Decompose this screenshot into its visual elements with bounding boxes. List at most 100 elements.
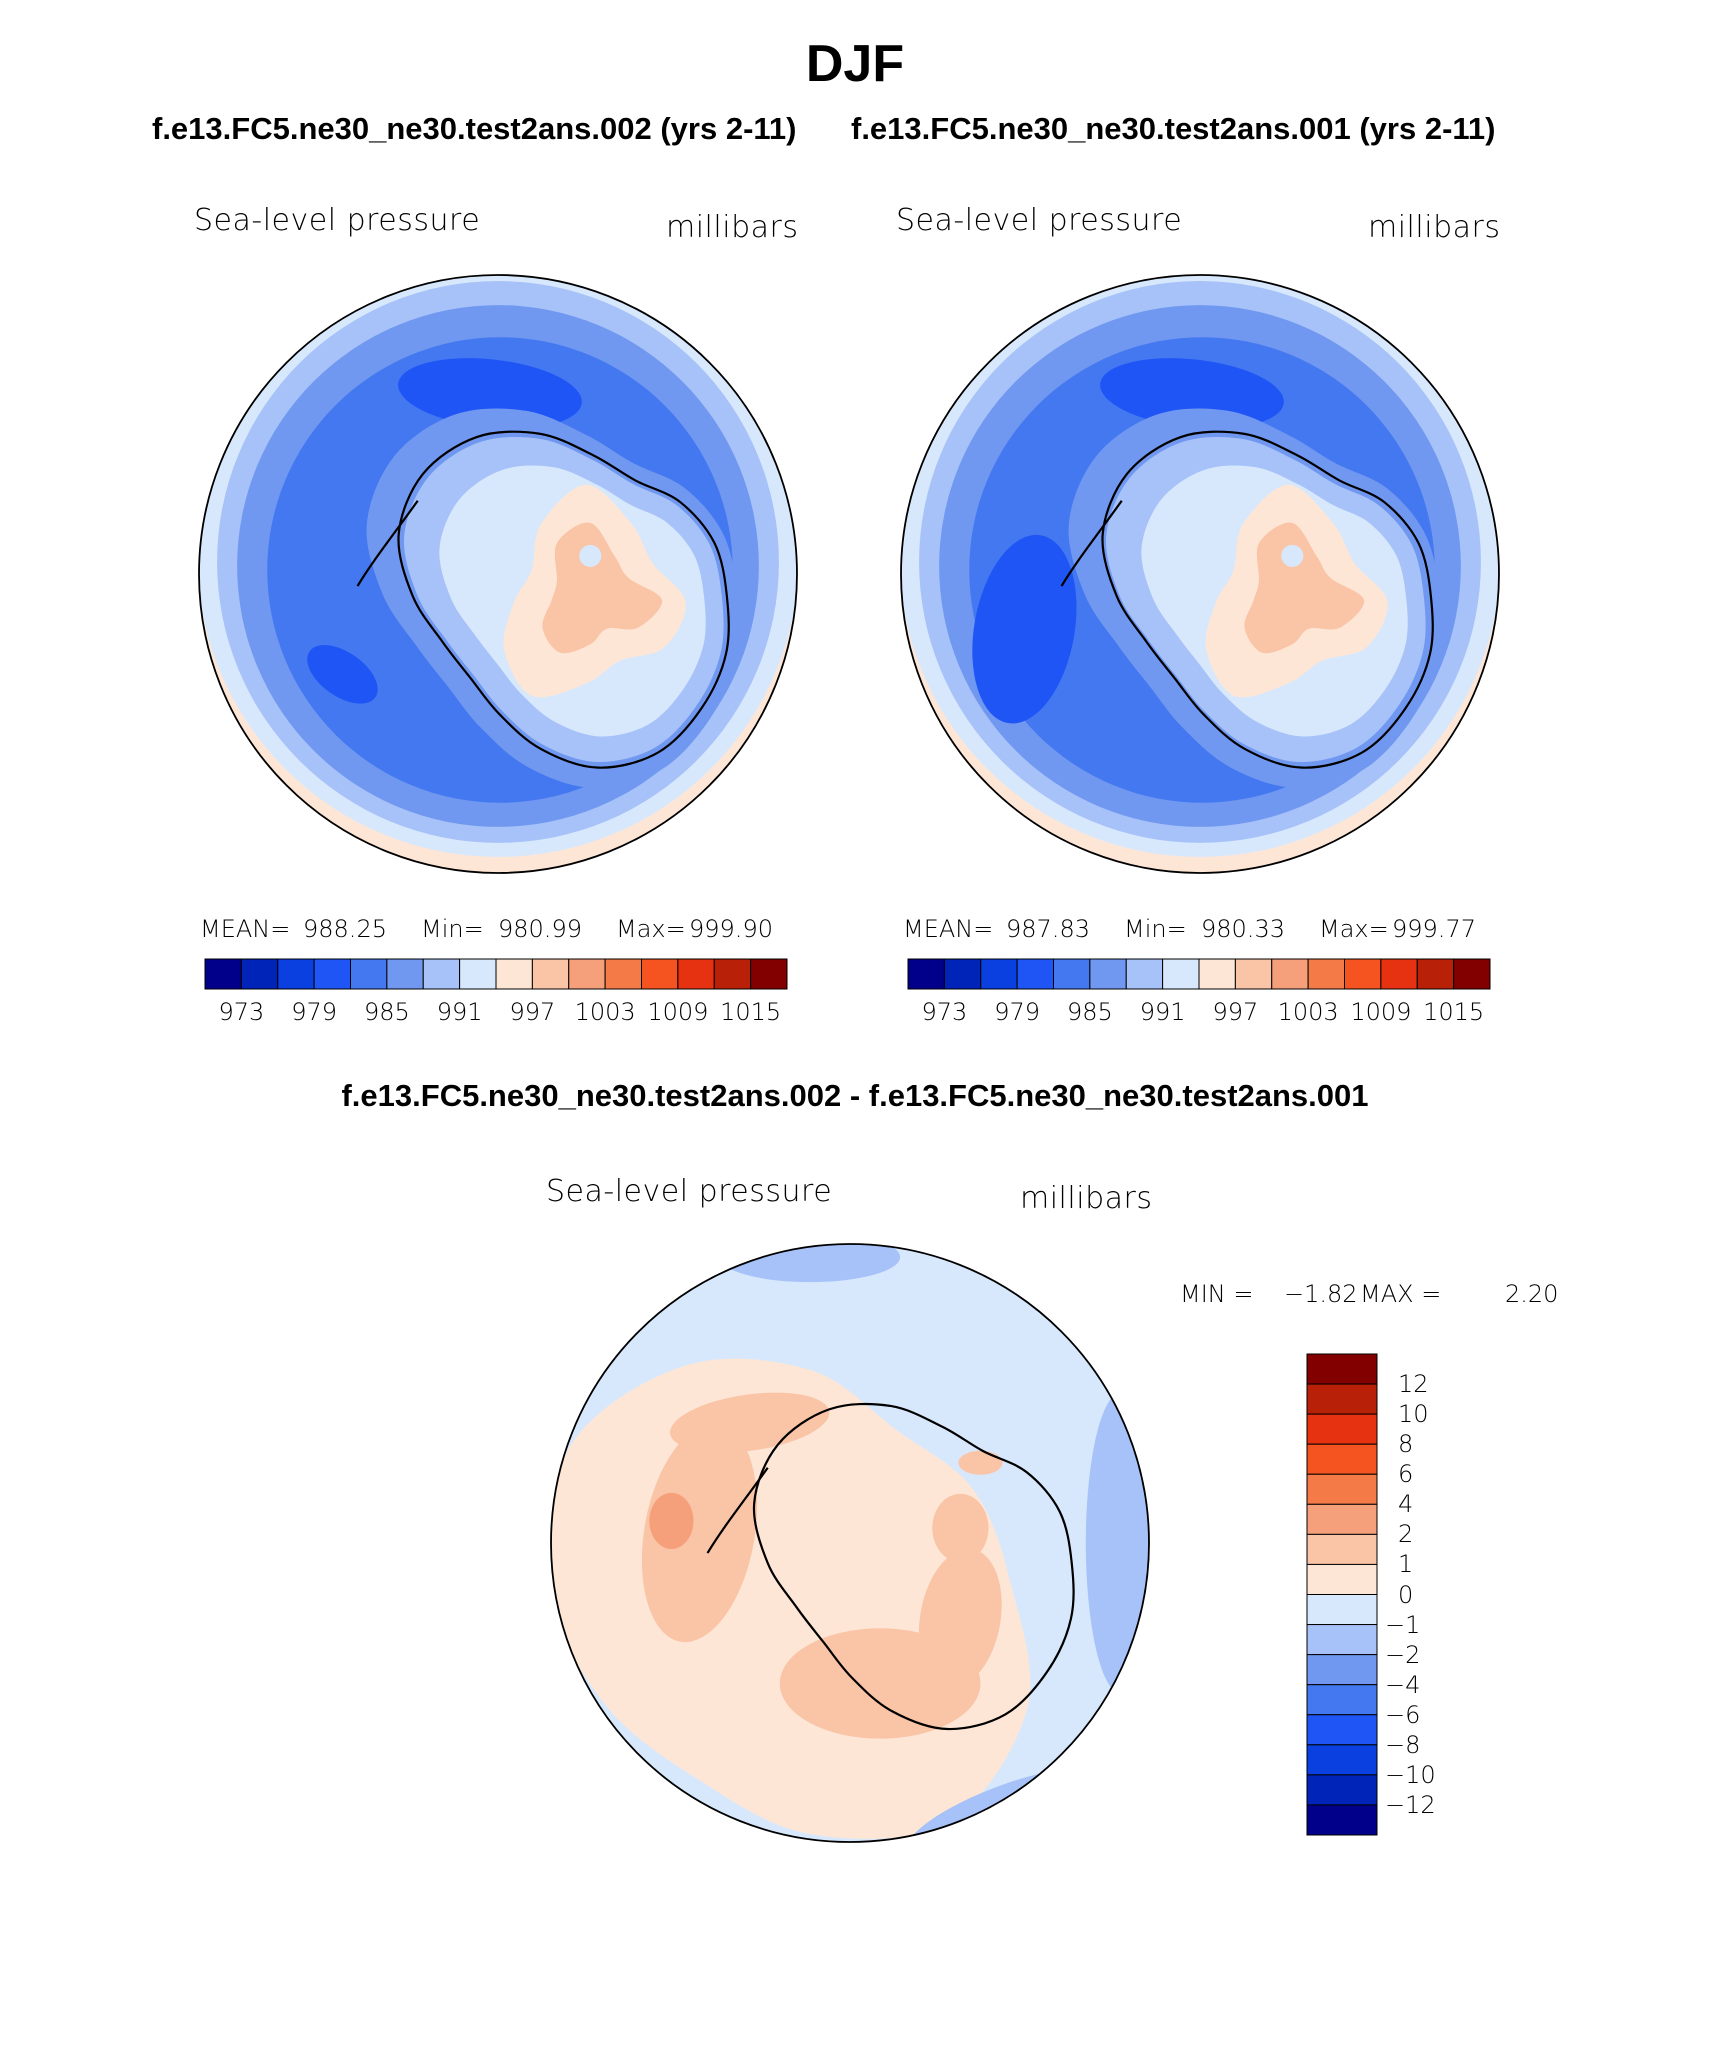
colorbar2-tick-label: 12 bbox=[1398, 1370, 1429, 1399]
colorbar0-box-1 bbox=[240, 958, 279, 990]
colorbar1-box-15 bbox=[1453, 958, 1491, 990]
map3-antarctica-coast bbox=[752, 1402, 1075, 1731]
colorbar0-box-6 bbox=[422, 958, 461, 990]
colorbar0-tick-label: 1003 bbox=[574, 998, 636, 1026]
colorbar1-box-13 bbox=[1380, 958, 1418, 990]
panel3-units-label: millibars bbox=[1020, 1181, 1153, 1216]
colorbar2-box-14 bbox=[1306, 1774, 1378, 1806]
colorbar1-tick-label: 1009 bbox=[1350, 998, 1412, 1026]
difference-title: f.e13.FC5.ne30_ne30.test2ans.002 - f.e13… bbox=[341, 1078, 1369, 1113]
map1-coastline bbox=[356, 430, 730, 769]
colorbar2-tick-label: 1 bbox=[1398, 1550, 1414, 1579]
colorbar2-box-4 bbox=[1306, 1473, 1378, 1505]
colorbar1-box-10 bbox=[1271, 958, 1309, 990]
panel3-max-label: MAX = bbox=[1360, 1280, 1442, 1308]
map2-contour-6 bbox=[972, 534, 1077, 724]
colorbar1-box-14 bbox=[1416, 958, 1455, 990]
colorbar0-box-12 bbox=[641, 958, 679, 990]
colorbar2-tick-label: 4 bbox=[1398, 1490, 1414, 1519]
map2-fill bbox=[901, 275, 1499, 873]
colorbar1-tick-label: 979 bbox=[994, 998, 1041, 1026]
panel1-mean-label: MEAN= bbox=[200, 915, 291, 943]
map1-contour-11 bbox=[542, 522, 663, 654]
colorbar0-tick-label: 997 bbox=[509, 998, 556, 1026]
map3-boundary bbox=[550, 1243, 1150, 1843]
colorbar0-tick-label: 973 bbox=[218, 998, 265, 1026]
colorbar0-box-11 bbox=[604, 958, 642, 990]
panel2-units-label: millibars bbox=[1368, 210, 1501, 245]
colorbar2-box-7 bbox=[1306, 1563, 1378, 1595]
colorbar0-box-10 bbox=[568, 958, 606, 990]
map3-contour-6 bbox=[932, 1493, 989, 1563]
colorbar2-box-2 bbox=[1306, 1413, 1378, 1445]
colorbar1-box-8 bbox=[1198, 958, 1236, 990]
colorbar1-box-5 bbox=[1089, 958, 1127, 990]
panel2-mean-value: 987.83 bbox=[1006, 915, 1090, 943]
colorbar0-box-15 bbox=[750, 958, 788, 990]
panel3-min-value: −1.82 bbox=[1284, 1280, 1358, 1308]
colorbar2-box-10 bbox=[1306, 1654, 1378, 1686]
panel3-min-label: MIN = bbox=[1180, 1280, 1254, 1308]
map2-contour-12 bbox=[1281, 544, 1304, 567]
colorbar0-box-4 bbox=[350, 958, 388, 990]
panel2-max-label: Max= bbox=[1319, 915, 1389, 943]
colorbar2-tick-label: −4 bbox=[1385, 1670, 1421, 1699]
colorbar0-box-2 bbox=[277, 958, 315, 990]
map1-boundary bbox=[198, 274, 798, 874]
panel1-variable-label: Sea-level pressure bbox=[194, 203, 481, 238]
subtitle-right: f.e13.FC5.ne30_ne30.test2ans.001 (yrs 2-… bbox=[851, 111, 1496, 146]
colorbar0-box-8 bbox=[495, 958, 533, 990]
map3-peninsula-coast bbox=[706, 1467, 769, 1554]
panel2-colorbar bbox=[907, 958, 1491, 990]
colorbar0-box-3 bbox=[313, 958, 351, 990]
colorbar2-box-11 bbox=[1306, 1684, 1378, 1716]
colorbar2-tick-label: 2 bbox=[1398, 1520, 1414, 1549]
panel3-max-value: 2.20 bbox=[1505, 1280, 1559, 1308]
map3-contour-9 bbox=[719, 1244, 901, 1283]
colorbar1-tick-label: 1003 bbox=[1277, 998, 1339, 1026]
colorbar0-box-5 bbox=[386, 958, 424, 990]
colorbar2-box-6 bbox=[1306, 1533, 1378, 1565]
panel3-map bbox=[550, 1243, 1150, 1843]
colorbar2-tick-label: 0 bbox=[1398, 1580, 1414, 1609]
colorbar2-box-13 bbox=[1306, 1744, 1378, 1776]
colorbar0-tick-label: 985 bbox=[363, 998, 410, 1026]
panel1-units-label: millibars bbox=[666, 210, 799, 245]
map1-peninsula-coast bbox=[356, 500, 419, 587]
colorbar2-box-1 bbox=[1306, 1383, 1378, 1415]
map3-contour-7 bbox=[958, 1450, 1003, 1475]
colorbar0-box-0 bbox=[204, 958, 242, 990]
colorbar1-tick-label: 997 bbox=[1212, 998, 1259, 1026]
map1-antarctica-coast bbox=[397, 430, 730, 769]
colorbar1-box-7 bbox=[1162, 958, 1200, 990]
colorbar1-box-12 bbox=[1344, 958, 1382, 990]
panel2-mean-label: MEAN= bbox=[903, 915, 994, 943]
map3-contour-8 bbox=[649, 1492, 694, 1550]
colorbar0-tick-label: 1009 bbox=[647, 998, 709, 1026]
colorbar1-box-1 bbox=[943, 958, 982, 990]
colorbar2-box-5 bbox=[1306, 1503, 1378, 1535]
subtitle-left: f.e13.FC5.ne30_ne30.test2ans.002 (yrs 2-… bbox=[152, 111, 797, 146]
colorbar1-box-6 bbox=[1125, 958, 1164, 990]
colorbar1-tick-label: 985 bbox=[1066, 998, 1113, 1026]
colorbar0-box-14 bbox=[713, 958, 752, 990]
colorbar2-tick-label: −8 bbox=[1385, 1730, 1421, 1759]
colorbar0-tick-label: 1015 bbox=[720, 998, 782, 1026]
panel2-max-value: 999.77 bbox=[1392, 915, 1476, 943]
panel2-min-label: Min= bbox=[1124, 915, 1187, 943]
colorbar2-tick-label: −1 bbox=[1385, 1610, 1421, 1639]
colorbar1-box-4 bbox=[1053, 958, 1091, 990]
colorbar1-box-2 bbox=[980, 958, 1018, 990]
figure-title: DJF bbox=[805, 35, 905, 93]
colorbar2-box-3 bbox=[1306, 1443, 1378, 1475]
colorbar2-tick-label: −12 bbox=[1385, 1790, 1436, 1819]
colorbar0-box-13 bbox=[677, 958, 715, 990]
colorbar2-tick-label: 8 bbox=[1398, 1430, 1414, 1459]
map1-fill bbox=[199, 275, 797, 873]
map3-contour-10 bbox=[1085, 1392, 1149, 1694]
colorbar1-tick-label: 991 bbox=[1139, 998, 1186, 1026]
panel1-mean-value: 988.25 bbox=[303, 915, 387, 943]
colorbar1-box-11 bbox=[1307, 958, 1345, 990]
panel3-colorbar bbox=[1306, 1353, 1378, 1836]
colorbar2-box-9 bbox=[1306, 1624, 1378, 1656]
